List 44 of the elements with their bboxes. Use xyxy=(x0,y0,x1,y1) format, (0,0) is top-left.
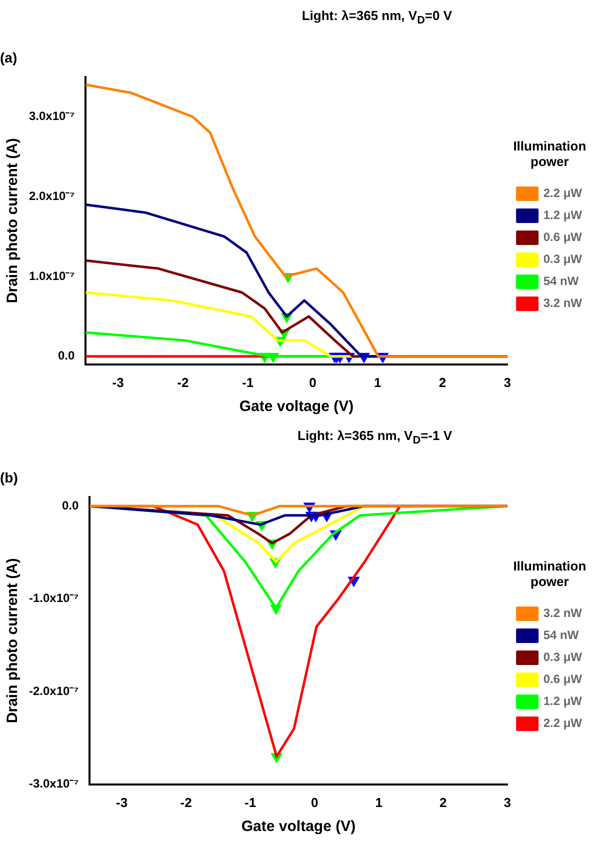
legend-label: 2.2 μW xyxy=(543,186,583,200)
x-tick-label: -1 xyxy=(244,794,256,810)
legend-label: 2.2 μW xyxy=(543,716,583,730)
y-tick-label: 2.0x10⁻⁷ xyxy=(29,188,75,203)
x-tick-label: 2 xyxy=(438,374,446,390)
text: Light: λ=365 nm, V$_{D}$=-1 V xyxy=(298,428,452,447)
legend-label: 3.2 nW xyxy=(543,606,583,620)
x-tick-label: 3 xyxy=(504,374,511,390)
y-tick-label: -1.0x10⁻⁷ xyxy=(28,591,79,606)
legend-label: 0.6 μW xyxy=(543,230,583,244)
legend-title: Illumination power xyxy=(513,558,586,589)
legend-label: 0.3 μW xyxy=(543,252,583,266)
x-tick-label: 1 xyxy=(374,374,382,390)
legend-label: 54 nW xyxy=(543,628,580,642)
y-axis-title: Drain photo current (A) xyxy=(4,138,22,304)
legend-label: 3.2 nW xyxy=(543,296,583,310)
y-tick-label: 1.0x10⁻⁷ xyxy=(29,268,75,283)
legend-title: Illumination power xyxy=(513,138,586,169)
y-axis-title: Drain photo current (A) xyxy=(4,558,22,724)
legend-label: 0.3 μW xyxy=(543,650,583,664)
x-tick-label: 1 xyxy=(375,794,382,810)
legend-label: 1.2 μW xyxy=(543,208,583,222)
y-tick-label: -2.0x10⁻⁷ xyxy=(28,684,79,698)
x-tick-label: 0 xyxy=(309,374,316,390)
legend-label: 0.6 μW xyxy=(543,672,583,686)
x-tick-label: 0 xyxy=(310,794,318,810)
x-tick-label: -2 xyxy=(177,374,189,390)
x-tick-label: -3 xyxy=(116,794,128,810)
x-tick-label: -1 xyxy=(242,374,254,390)
x-tick-label: 3 xyxy=(504,794,511,810)
chart-title: (b) xyxy=(0,469,18,486)
x-tick-label: -3 xyxy=(112,374,124,390)
text: Light: λ=365 nm, V$_{D}$=0 V xyxy=(302,8,452,27)
y-tick-label: -3.0x10⁻⁷ xyxy=(28,776,79,791)
y-tick-label: 0.0 xyxy=(62,498,79,512)
legend-label: 1.2 μW xyxy=(543,694,583,708)
x-tick-label: 2 xyxy=(439,794,447,810)
x-axis-title: Gate voltage (V) xyxy=(241,818,356,836)
chart-title: (a) xyxy=(0,49,18,66)
y-tick-label: 0.0 xyxy=(58,348,75,363)
legend-label: 54 nW xyxy=(543,274,580,288)
x-tick-label: -2 xyxy=(180,794,192,810)
y-tick-label: 3.0x10⁻⁷ xyxy=(29,109,75,124)
x-axis-title: Gate voltage (V) xyxy=(239,398,354,416)
